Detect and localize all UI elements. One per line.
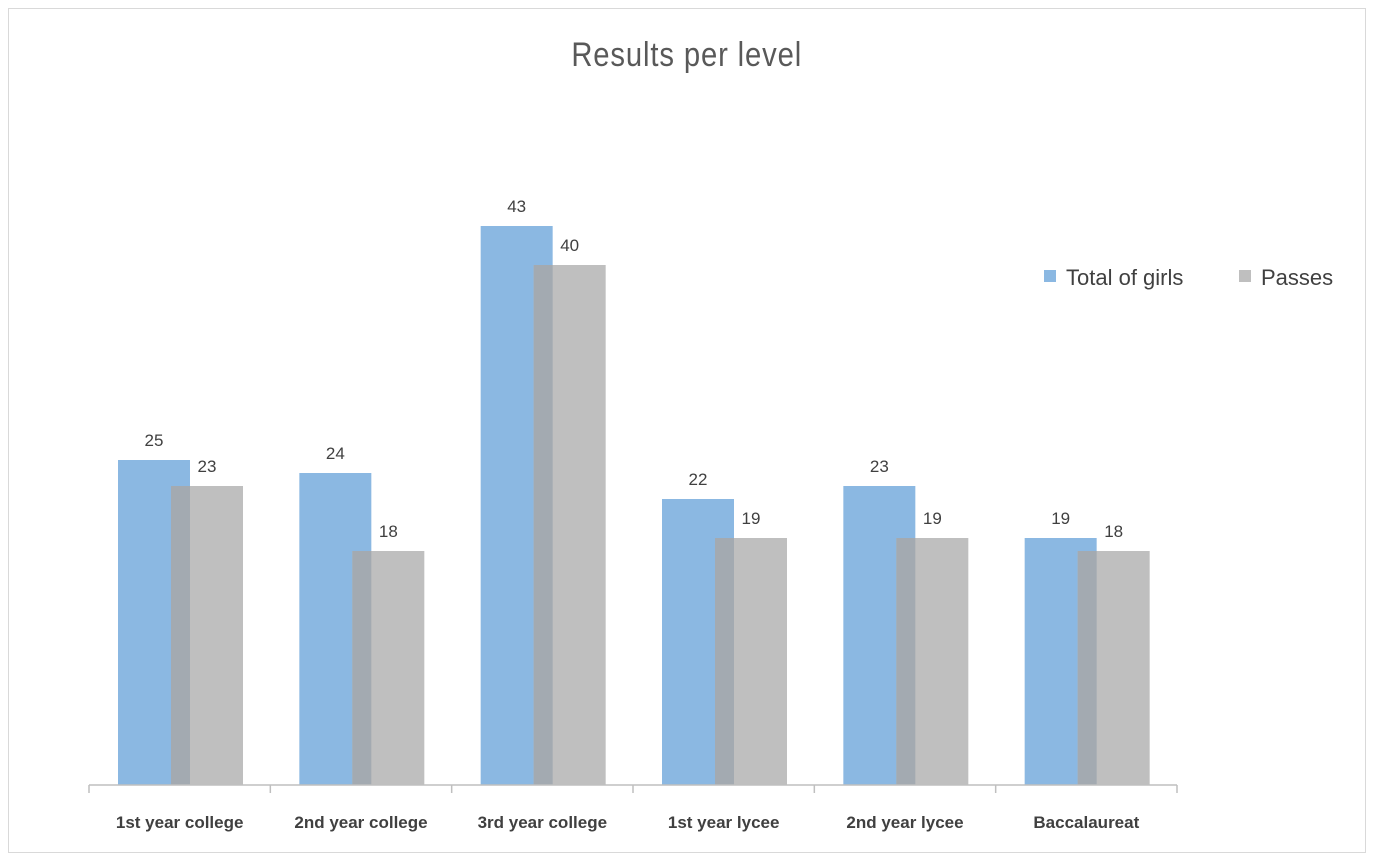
legend-swatch-total-of-girls	[1044, 270, 1056, 282]
x-tick-label: 3rd year college	[478, 813, 607, 832]
data-label-passes: 23	[198, 457, 217, 476]
legend-label-total-of-girls: Total of girls	[1066, 265, 1183, 290]
data-label-total-of-girls: 43	[507, 197, 526, 216]
data-label-passes: 40	[560, 236, 579, 255]
bar-overlap	[533, 265, 553, 785]
bar-overlap	[715, 538, 734, 785]
legend-swatch-passes	[1239, 270, 1251, 282]
chart-title: Results per level	[571, 36, 803, 74]
bar-overlap	[1077, 551, 1097, 785]
x-tick-label: 2nd year college	[294, 813, 427, 832]
data-label-passes: 19	[742, 509, 761, 528]
x-tick-label: 1st year college	[116, 813, 244, 832]
data-label-passes: 18	[379, 522, 398, 541]
data-label-total-of-girls: 25	[145, 431, 164, 450]
legend-label-passes: Passes	[1261, 265, 1333, 290]
bar-overlap	[171, 486, 190, 785]
x-tick-label: 1st year lycee	[668, 813, 780, 832]
bar-overlap	[352, 551, 372, 785]
data-label-total-of-girls: 22	[689, 470, 708, 489]
data-label-passes: 19	[923, 509, 942, 528]
data-label-total-of-girls: 24	[326, 444, 345, 463]
x-tick-label: 2nd year lycee	[846, 813, 963, 832]
data-label-total-of-girls: 19	[1051, 509, 1070, 528]
x-tick-label: Baccalaureat	[1033, 813, 1139, 832]
bar-overlap	[896, 538, 916, 785]
data-label-passes: 18	[1104, 522, 1123, 541]
data-label-total-of-girls: 23	[870, 457, 889, 476]
